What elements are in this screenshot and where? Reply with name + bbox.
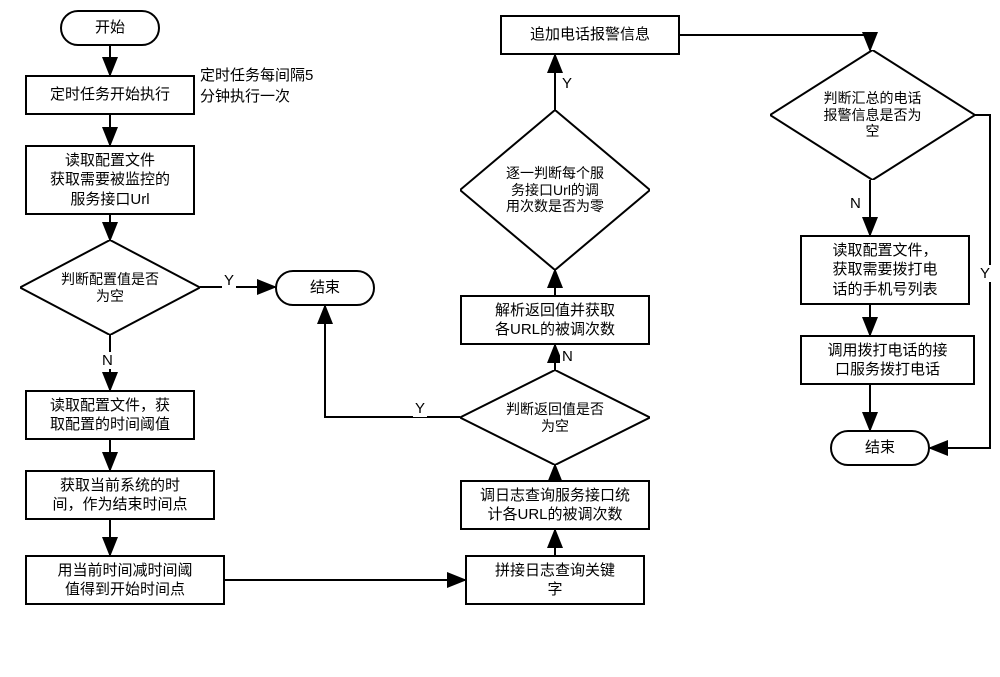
process-n_gettime: 获取当前系统的时间，作为结束时间点 [25, 470, 215, 520]
diamond-text-d_sumempty: 判断汇总的电话报警信息是否为空 [770, 50, 975, 180]
edge-label-15: N [848, 195, 863, 212]
process-n_append: 追加电话报警信息 [500, 15, 680, 55]
process-n_subtime: 用当前时间减时间阈值得到开始时间点 [25, 555, 225, 605]
diamond-text-d_retempty: 判断返回值是否为空 [460, 370, 650, 465]
process-n_timer: 定时任务开始执行 [25, 75, 195, 115]
process-n_readphone: 读取配置文件，获取需要拨打电话的手机号列表 [800, 235, 970, 305]
process-n_concat: 拼接日志查询关键字 [465, 555, 645, 605]
terminator-end1: 结束 [275, 270, 375, 306]
edge-label-10: Y [413, 400, 427, 417]
process-n_callphone: 调用拨打电话的接口服务拨打电话 [800, 335, 975, 385]
diamond-d_zero: 逐一判断每个服务接口Url的调用次数是否为零 [460, 110, 650, 270]
edge-label-13: Y [560, 75, 574, 92]
diamond-d_sumempty: 判断汇总的电话报警信息是否为空 [770, 50, 975, 180]
annotation-timer-note: 定时任务每间隔5分钟执行一次 [200, 65, 313, 107]
edge-14 [680, 35, 870, 50]
edge-label-11: N [560, 348, 575, 365]
diamond-text-d_zero: 逐一判断每个服务接口Url的调用次数是否为零 [460, 110, 650, 270]
edge-label-3: Y [222, 272, 236, 289]
terminator-end2: 结束 [830, 430, 930, 466]
process-n_calllog: 调日志查询服务接口统计各URL的被调次数 [460, 480, 650, 530]
diamond-text-d_empty1: 判断配置值是否为空 [20, 240, 200, 335]
terminator-start: 开始 [60, 10, 160, 46]
edge-10 [325, 306, 460, 417]
edge-label-4: N [100, 352, 115, 369]
diamond-d_empty1: 判断配置值是否为空 [20, 240, 200, 335]
process-n_readcfg1: 读取配置文件获取需要被监控的服务接口Url [25, 145, 195, 215]
diamond-d_retempty: 判断返回值是否为空 [460, 370, 650, 465]
process-n_readcfg2: 读取配置文件，获取配置的时间阈值 [25, 390, 195, 440]
edge-label-18: Y [978, 265, 992, 282]
process-n_parse: 解析返回值并获取各URL的被调次数 [460, 295, 650, 345]
